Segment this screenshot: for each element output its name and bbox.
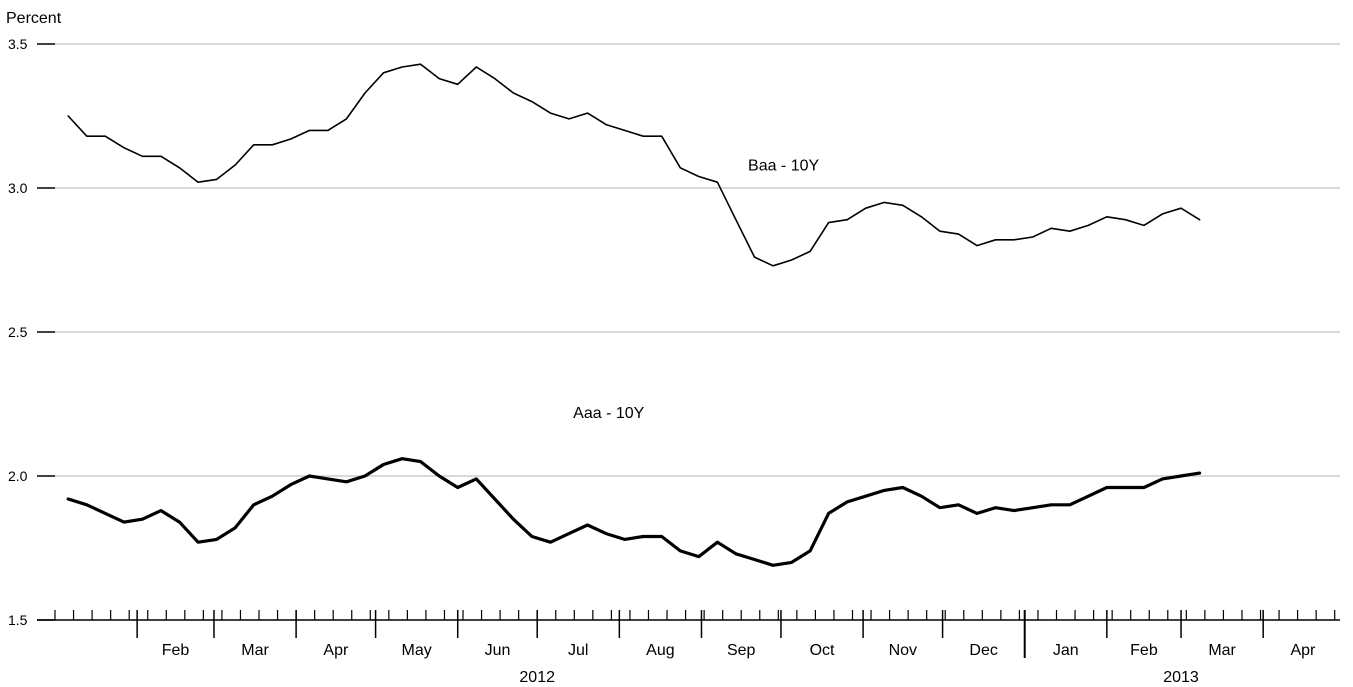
- x-month-label: Feb: [162, 642, 190, 659]
- x-month-label: Aug: [646, 642, 674, 659]
- x-month-label: Mar: [1208, 642, 1236, 659]
- series-label: Baa - 10Y: [748, 157, 819, 174]
- series-line-baa: [67, 63, 1201, 267]
- x-year-label: 2013: [1163, 669, 1199, 686]
- x-month-label: Nov: [889, 642, 917, 659]
- x-month-label: Apr: [323, 642, 349, 659]
- series-labels: Baa - 10Y Aaa - 10Y: [573, 157, 819, 422]
- y-tick-label: 3.5: [8, 36, 28, 52]
- x-month-label: Oct: [810, 642, 835, 659]
- x-month-label: Feb: [1130, 642, 1158, 659]
- x-month-label: Apr: [1290, 642, 1316, 659]
- x-month-label: May: [402, 642, 432, 659]
- y-tick-label: 2.0: [8, 468, 28, 484]
- y-tick-label: 3.0: [8, 180, 28, 196]
- y-tick-label: 1.5: [8, 612, 28, 628]
- x-month-label: Dec: [969, 642, 997, 659]
- x-month-label: Jan: [1053, 642, 1079, 659]
- x-axis: Feb Mar Apr May Jun Jul Aug Sep Oct Nov Dec Jan Feb M…: [37, 610, 1340, 686]
- x-month-label: Jul: [568, 642, 588, 659]
- x-month-label: Mar: [241, 642, 269, 659]
- x-month-label: Jun: [485, 642, 511, 659]
- y-tick-label: 2.5: [8, 324, 28, 340]
- grid-lines: [55, 43, 1340, 477]
- x-month-label: Sep: [727, 642, 756, 659]
- y-axis: 3.5 3.0 2.5 2.0 1.5: [8, 36, 55, 628]
- series-line-aaa: [66, 457, 1202, 567]
- series-lines: [66, 63, 1202, 567]
- x-year-label: 2012: [519, 669, 555, 686]
- y-axis-label: Percent: [6, 10, 62, 27]
- series-label: Aaa - 10Y: [573, 405, 644, 422]
